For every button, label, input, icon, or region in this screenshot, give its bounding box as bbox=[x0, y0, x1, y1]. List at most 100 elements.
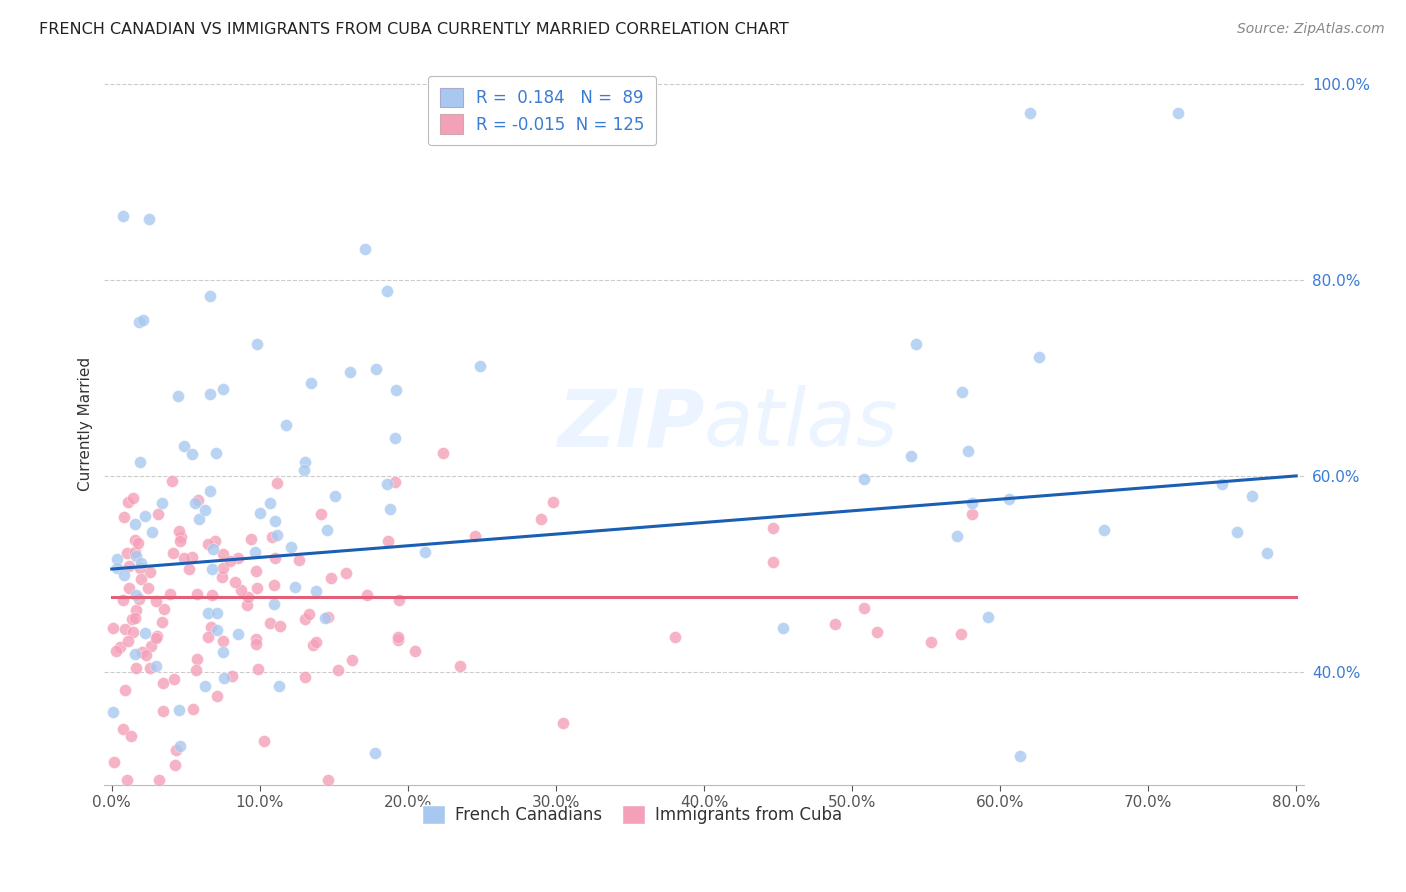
Point bbox=[205, 623, 228, 637]
Point bbox=[319, 570, 342, 584]
Point bbox=[169, 533, 191, 548]
Point bbox=[950, 385, 973, 400]
Point bbox=[664, 630, 686, 644]
Point bbox=[124, 610, 146, 624]
Point bbox=[853, 472, 876, 486]
Point bbox=[186, 587, 208, 601]
Point bbox=[530, 512, 553, 526]
Point bbox=[264, 514, 287, 528]
Point bbox=[946, 529, 969, 543]
Point bbox=[1167, 106, 1189, 120]
Point bbox=[124, 533, 146, 547]
Point bbox=[468, 359, 491, 374]
Point bbox=[200, 387, 222, 401]
Point bbox=[249, 506, 271, 520]
Point bbox=[311, 507, 333, 521]
Point bbox=[240, 532, 263, 546]
Point bbox=[132, 312, 155, 326]
Point bbox=[762, 556, 785, 570]
Point bbox=[316, 523, 339, 537]
Point bbox=[136, 581, 159, 595]
Point bbox=[354, 242, 377, 256]
Point bbox=[167, 703, 190, 717]
Point bbox=[326, 664, 349, 678]
Point bbox=[246, 337, 269, 351]
Point bbox=[298, 607, 321, 622]
Point bbox=[117, 581, 139, 595]
Point bbox=[129, 572, 152, 586]
Point bbox=[960, 508, 983, 522]
Point bbox=[377, 534, 399, 549]
Point bbox=[150, 496, 173, 510]
Point bbox=[108, 640, 131, 655]
Point bbox=[388, 593, 411, 607]
Point bbox=[269, 679, 291, 693]
Point bbox=[464, 529, 486, 543]
Point bbox=[104, 643, 127, 657]
Point bbox=[122, 491, 145, 506]
Point bbox=[384, 431, 406, 445]
Point bbox=[387, 630, 409, 644]
Point bbox=[212, 645, 235, 659]
Point bbox=[205, 606, 228, 620]
Point bbox=[762, 521, 785, 535]
Point bbox=[299, 376, 322, 391]
Point bbox=[316, 772, 339, 787]
Point bbox=[173, 439, 195, 453]
Point bbox=[305, 635, 328, 649]
Point bbox=[259, 615, 281, 630]
Point bbox=[276, 418, 298, 433]
Point bbox=[124, 545, 146, 559]
Point bbox=[364, 746, 387, 760]
Point bbox=[114, 683, 136, 698]
Point bbox=[128, 592, 150, 607]
Point bbox=[124, 661, 146, 675]
Point bbox=[184, 496, 207, 510]
Point bbox=[375, 476, 398, 491]
Point bbox=[148, 772, 170, 787]
Text: FRENCH CANADIAN VS IMMIGRANTS FROM CUBA CURRENTLY MARRIED CORRELATION CHART: FRENCH CANADIAN VS IMMIGRANTS FROM CUBA … bbox=[39, 22, 789, 37]
Point bbox=[253, 734, 276, 748]
Point bbox=[117, 495, 139, 509]
Point bbox=[165, 742, 187, 756]
Point bbox=[266, 528, 288, 542]
Point bbox=[111, 722, 134, 736]
Point bbox=[1008, 749, 1031, 764]
Point bbox=[1211, 476, 1233, 491]
Point bbox=[170, 531, 193, 545]
Point bbox=[432, 446, 454, 460]
Point bbox=[375, 284, 398, 298]
Point bbox=[1226, 525, 1249, 540]
Point bbox=[905, 336, 928, 351]
Y-axis label: Currently Married: Currently Married bbox=[79, 358, 93, 491]
Point bbox=[201, 588, 224, 602]
Point bbox=[998, 491, 1021, 506]
Point bbox=[246, 581, 269, 595]
Point bbox=[387, 633, 409, 648]
Point bbox=[339, 366, 361, 380]
Point bbox=[824, 617, 846, 632]
Point bbox=[205, 690, 228, 704]
Point bbox=[201, 562, 224, 576]
Point bbox=[243, 545, 266, 559]
Point bbox=[173, 550, 195, 565]
Text: ZIP: ZIP bbox=[557, 385, 704, 464]
Point bbox=[112, 567, 135, 582]
Point bbox=[221, 668, 243, 682]
Point bbox=[125, 549, 148, 563]
Point bbox=[181, 550, 204, 565]
Point bbox=[179, 561, 201, 575]
Point bbox=[226, 550, 249, 565]
Point bbox=[920, 635, 942, 649]
Point bbox=[853, 601, 876, 615]
Point bbox=[184, 663, 207, 677]
Point bbox=[163, 758, 186, 772]
Point bbox=[129, 561, 152, 575]
Point bbox=[211, 547, 233, 561]
Point bbox=[1240, 489, 1263, 503]
Point bbox=[404, 644, 426, 658]
Point bbox=[259, 496, 281, 510]
Point bbox=[163, 673, 186, 687]
Point bbox=[131, 645, 153, 659]
Point bbox=[138, 565, 160, 579]
